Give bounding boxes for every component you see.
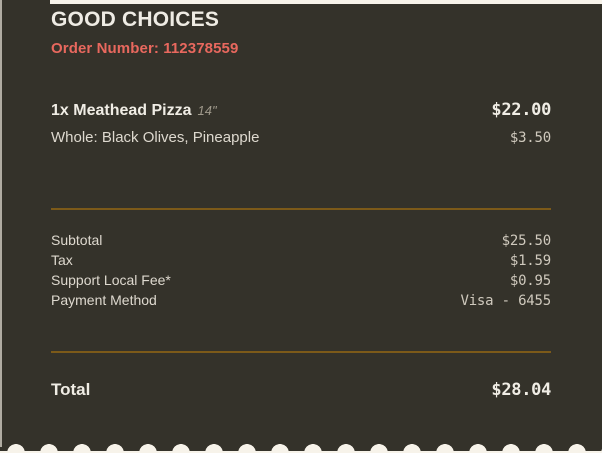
line-item-option-price: $3.50: [509, 130, 551, 146]
total-label: Total: [51, 380, 91, 399]
receipt-content: GOOD CHOICES Order Number: 112378559 1x …: [51, 0, 551, 400]
summary-value: $1.59: [509, 253, 551, 269]
line-items-list: 1x Meathead Pizza 14" $22.00 Whole: Black…: [51, 100, 551, 152]
summary-row-subtotal: Subtotal $25.50: [51, 232, 551, 252]
line-item-option-description: Whole: Black Olives, Pineapple: [51, 129, 260, 146]
summary-row-payment-method: Payment Method Visa - 6455: [51, 292, 551, 312]
store-name: GOOD CHOICES: [51, 8, 220, 31]
summary-label: Support Local Fee*: [51, 272, 171, 288]
summary-row-support-local-fee: Support Local Fee* $0.95: [51, 272, 551, 292]
line-item-option: Whole: Black Olives, Pineapple $3.50: [51, 129, 551, 152]
divider-above-total: [51, 351, 551, 353]
line-item-size: 14": [197, 103, 217, 118]
summary-value: Visa - 6455: [460, 293, 551, 309]
line-item-title: 1x Meathead Pizza 14": [51, 102, 217, 120]
summary-list: Subtotal $25.50 Tax $1.59 Support Local …: [51, 232, 551, 312]
line-item-price: $22.00: [491, 100, 551, 120]
total-value: $28.04: [491, 380, 551, 400]
top-edge-strip: [50, 0, 602, 4]
total-row: Total $28.04: [51, 380, 551, 400]
summary-label: Subtotal: [51, 232, 103, 248]
summary-label: Tax: [51, 252, 73, 268]
summary-value: $0.95: [509, 273, 551, 289]
order-number: Order Number: 112378559: [51, 40, 239, 57]
line-item: 1x Meathead Pizza 14" $22.00: [51, 100, 551, 125]
summary-row-tax: Tax $1.59: [51, 252, 551, 272]
divider-above-summary: [51, 208, 551, 210]
summary-value: $25.50: [501, 233, 552, 249]
scalloped-bottom-edge: [0, 444, 602, 453]
summary-label: Payment Method: [51, 292, 157, 308]
line-item-name: 1x Meathead Pizza: [51, 102, 192, 119]
left-edge-strip: [0, 0, 2, 447]
